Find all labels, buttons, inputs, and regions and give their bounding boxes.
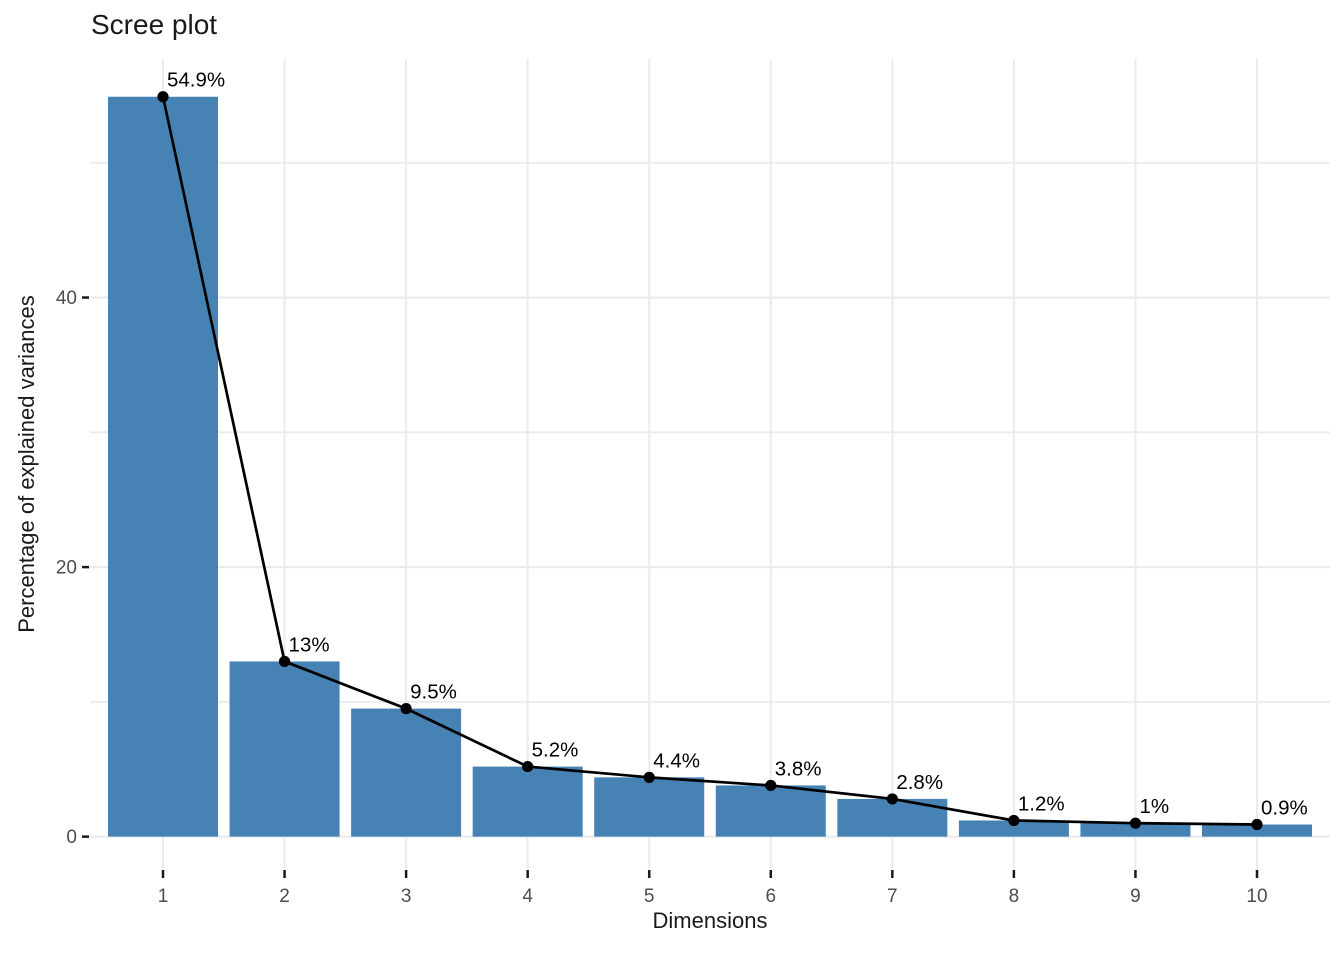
x-tick-label: 9 xyxy=(1130,886,1141,907)
point-label: 1.2% xyxy=(1018,792,1065,815)
data-point xyxy=(1251,818,1263,831)
data-point xyxy=(522,760,534,773)
bar xyxy=(351,708,462,837)
x-tick-label: 5 xyxy=(644,886,655,907)
data-point xyxy=(643,771,655,783)
data-point xyxy=(278,655,291,668)
bar xyxy=(958,820,1069,837)
x-tick-label: 3 xyxy=(401,886,412,907)
bar xyxy=(594,777,705,837)
x-tick-label: 8 xyxy=(1009,886,1020,907)
point-label: 54.9% xyxy=(167,69,225,92)
scree-line xyxy=(161,96,1258,826)
data-point xyxy=(765,779,777,792)
point-label: 2.8% xyxy=(896,771,943,794)
point-label: 9.5% xyxy=(410,681,457,704)
data-point xyxy=(1129,817,1142,829)
x-tick-label: 2 xyxy=(279,886,290,907)
data-point xyxy=(400,703,412,715)
bar xyxy=(1202,824,1312,837)
point-label: 5.2% xyxy=(532,739,579,762)
x-tick-label: 6 xyxy=(765,886,776,907)
x-tick-label: 7 xyxy=(887,886,898,907)
data-point xyxy=(886,793,898,805)
point-label: 4.4% xyxy=(653,749,700,772)
point-label: 1% xyxy=(1139,795,1169,818)
bar xyxy=(472,766,583,837)
chart-title: Scree plot xyxy=(91,9,218,40)
x-tick-label: 10 xyxy=(1246,886,1267,907)
point-label: 13% xyxy=(289,633,330,656)
bar xyxy=(1080,823,1191,837)
point-label: 3.8% xyxy=(775,757,822,780)
x-tick-label: 4 xyxy=(522,886,533,907)
bar xyxy=(108,96,218,837)
y-axis-title: Percentage of explained variances xyxy=(14,295,39,633)
x-tick-label: 1 xyxy=(158,886,169,907)
y-tick-label: 0 xyxy=(66,827,77,848)
bar xyxy=(715,785,826,837)
data-point xyxy=(157,91,169,103)
y-tick-label: 20 xyxy=(56,558,77,579)
y-tick-label: 40 xyxy=(56,288,77,309)
data-point xyxy=(1008,814,1020,827)
point-label: 0.9% xyxy=(1261,797,1308,820)
x-axis-title: Dimensions xyxy=(652,908,768,933)
bar xyxy=(229,661,340,837)
